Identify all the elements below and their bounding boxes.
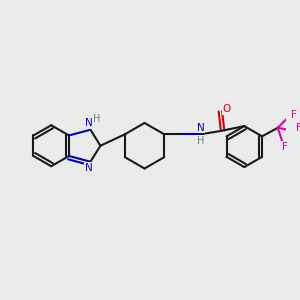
Text: H: H	[197, 136, 204, 146]
Text: O: O	[223, 104, 231, 114]
Text: F: F	[291, 110, 297, 120]
Text: N: N	[196, 122, 204, 133]
Text: F: F	[282, 142, 288, 152]
Text: N: N	[85, 163, 93, 173]
Text: N: N	[85, 118, 93, 128]
Text: H: H	[93, 114, 100, 124]
Text: F: F	[296, 123, 300, 134]
